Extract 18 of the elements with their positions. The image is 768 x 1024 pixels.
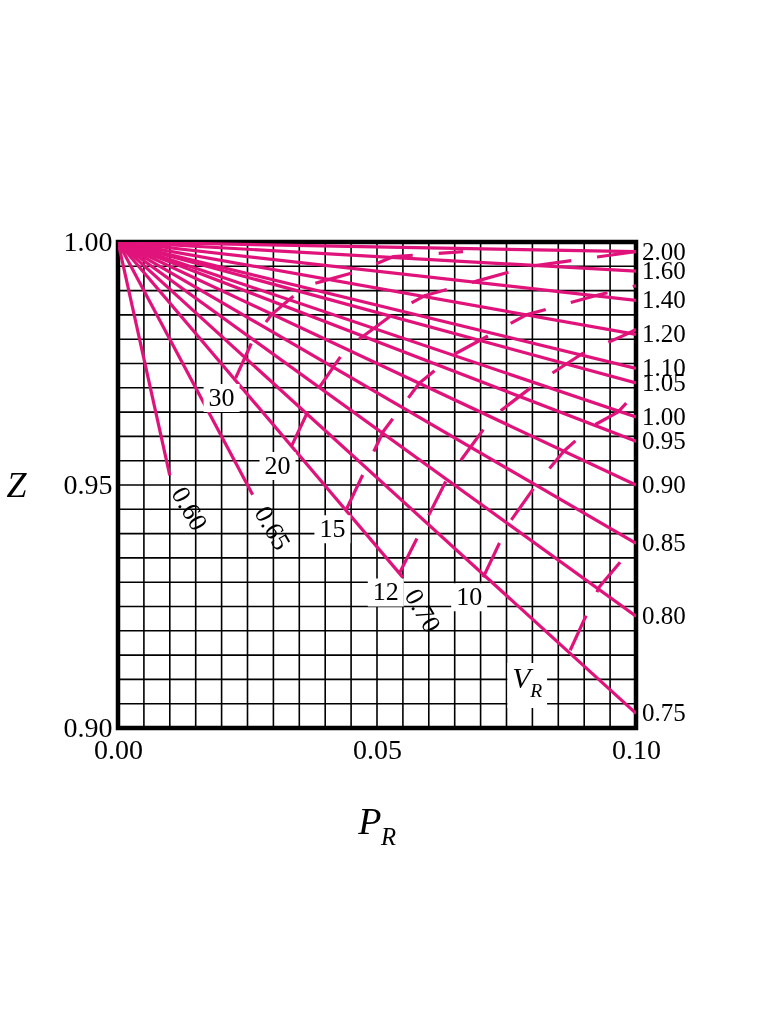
series-label: 0.95 <box>642 427 686 455</box>
y-tick-label: 1.00 <box>63 225 113 257</box>
series-label: 0.90 <box>642 471 686 498</box>
series-label: 30 <box>208 383 235 413</box>
series-label: 20 <box>264 451 291 481</box>
series-label: 1.40 <box>642 286 686 314</box>
series-label: 1.00 <box>642 402 686 430</box>
x-tick-label: 0.10 <box>612 733 661 765</box>
x-tick-label: 0.05 <box>353 733 402 765</box>
y-axis-title: Z <box>6 464 28 505</box>
series-label: 0.85 <box>642 529 686 557</box>
series-label: 12 <box>372 577 399 607</box>
y-tick-label: 0.95 <box>63 468 113 500</box>
series-label: 1.20 <box>642 320 686 348</box>
series-label: 0.80 <box>642 602 686 630</box>
series-label: 15 <box>319 514 346 544</box>
series-label: 10 <box>456 582 483 612</box>
series-label: 0.75 <box>642 699 686 727</box>
